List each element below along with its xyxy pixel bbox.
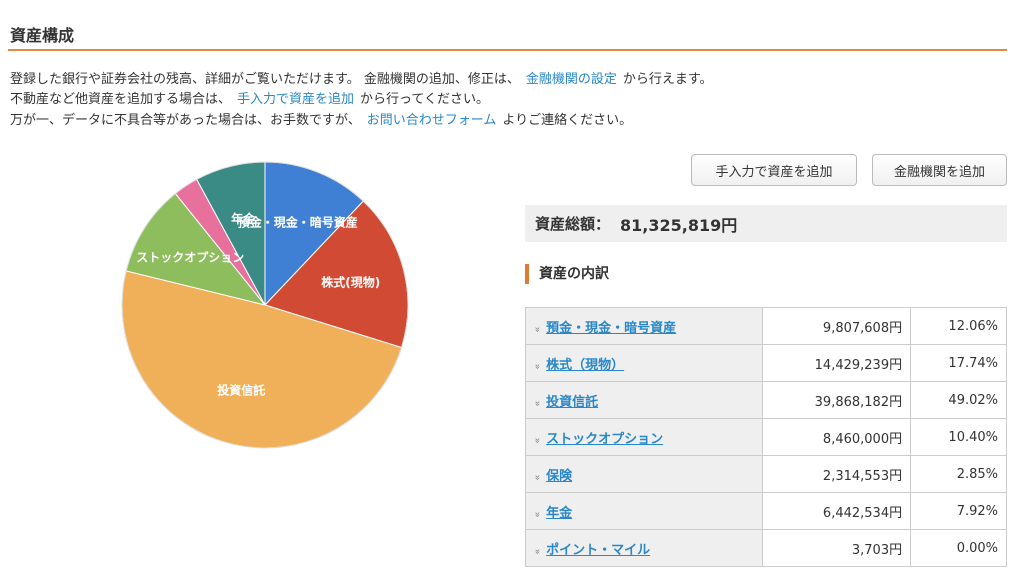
desc-text: よりご連絡ください。 bbox=[502, 113, 633, 128]
chevron-down-icon[interactable]: » bbox=[531, 547, 543, 555]
total-assets-box: 資産総額： 81,325,819円 bbox=[525, 205, 1007, 242]
category-link[interactable]: ストックオプション bbox=[546, 431, 664, 447]
category-link[interactable]: 株式（現物） bbox=[546, 357, 625, 373]
chevron-down-icon[interactable]: » bbox=[531, 325, 543, 333]
amount-cell: 39,868,182円 bbox=[762, 381, 912, 419]
chevron-down-icon[interactable]: » bbox=[531, 510, 543, 518]
desc-text: 登録した銀行や証券会社の残高、詳細がご覧いただけます。 金融機関の追加、修正は、 bbox=[10, 72, 520, 87]
chevron-down-icon[interactable]: » bbox=[531, 362, 543, 370]
pie-slice-label: 年金 bbox=[231, 211, 256, 226]
description-line-1: 登録した銀行や証券会社の残高、詳細がご覧いただけます。 金融機関の追加、修正は、… bbox=[10, 72, 713, 88]
desc-text: 不動産など他資産を追加する場合は、 bbox=[10, 92, 232, 107]
amount-cell: 14,429,239円 bbox=[762, 344, 912, 382]
desc-text: から行えます。 bbox=[622, 72, 713, 87]
table-row: » 株式（現物） 14,429,239円 17.74% bbox=[524, 344, 1007, 382]
pie-slice-label: 預金・現金・暗号資産 bbox=[238, 215, 358, 230]
amount-cell: 3,703円 bbox=[762, 529, 912, 567]
percent-cell: 10.40% bbox=[910, 418, 1007, 456]
category-link[interactable]: 保険 bbox=[546, 468, 573, 484]
description-line-2: 不動産など他資産を追加する場合は、 手入力で資産を追加 から行ってください。 bbox=[10, 92, 489, 108]
chevron-down-icon[interactable]: » bbox=[531, 399, 543, 407]
title-divider bbox=[8, 49, 1007, 51]
pie-slice-label: 株式(現物) bbox=[321, 275, 380, 290]
table-row: » ポイント・マイル 3,703円 0.00% bbox=[524, 529, 1007, 567]
chevron-down-icon[interactable]: » bbox=[531, 473, 543, 481]
percent-cell: 7.92% bbox=[910, 492, 1007, 530]
category-link[interactable]: 投資信託 bbox=[546, 394, 599, 410]
page-title: 資産構成 bbox=[10, 26, 75, 45]
category-link[interactable]: 年金 bbox=[546, 505, 573, 521]
category-link[interactable]: ポイント・マイル bbox=[546, 542, 651, 558]
desc-text: から行ってください。 bbox=[360, 92, 489, 107]
table-row: » 年金 6,442,534円 7.92% bbox=[524, 492, 1007, 530]
table-row: » 投資信託 39,868,182円 49.02% bbox=[524, 381, 1007, 419]
category-cell: » 株式（現物） bbox=[524, 344, 764, 382]
manual-add-asset-button[interactable]: 手入力で資産を追加 bbox=[691, 154, 857, 186]
category-cell: » 年金 bbox=[524, 492, 764, 530]
table-row: » 預金・現金・暗号資産 9,807,608円 12.06% bbox=[524, 307, 1007, 345]
category-cell: » 預金・現金・暗号資産 bbox=[524, 307, 764, 345]
pie-slice-label: 投資信託 bbox=[217, 382, 265, 397]
contact-form-link[interactable]: お問い合わせフォーム bbox=[366, 113, 497, 128]
total-assets-value: 81,325,819円 bbox=[620, 215, 738, 235]
category-cell: » ストックオプション bbox=[524, 418, 764, 456]
category-cell: » 保険 bbox=[524, 455, 764, 493]
amount-cell: 2,314,553円 bbox=[762, 455, 912, 493]
amount-cell: 9,807,608円 bbox=[762, 307, 912, 345]
category-cell: » ポイント・マイル bbox=[524, 529, 764, 567]
table-row: » 保険 2,314,553円 2.85% bbox=[524, 455, 1007, 493]
total-assets-label: 資産総額： bbox=[535, 215, 611, 233]
breakdown-heading: 資産の内訳 bbox=[525, 264, 609, 284]
pie-outline bbox=[121, 161, 409, 449]
amount-cell: 6,442,534円 bbox=[762, 492, 912, 530]
category-cell: » 投資信託 bbox=[524, 381, 764, 419]
add-institution-button[interactable]: 金融機関を追加 bbox=[872, 154, 1007, 186]
percent-cell: 17.74% bbox=[910, 344, 1007, 382]
manual-add-link[interactable]: 手入力で資産を追加 bbox=[237, 92, 355, 107]
pie-slice-label: ストックオプション bbox=[136, 249, 244, 264]
percent-cell: 0.00% bbox=[910, 529, 1007, 567]
category-link[interactable]: 預金・現金・暗号資産 bbox=[546, 320, 677, 336]
percent-cell: 2.85% bbox=[910, 455, 1007, 493]
asset-breakdown-table: » 預金・現金・暗号資産 9,807,608円 12.06%» 株式（現物） 14,429… bbox=[524, 307, 1007, 567]
desc-text: 万が一、データに不具合等があった場合は、お手数ですが、 bbox=[10, 113, 361, 128]
percent-cell: 12.06% bbox=[910, 307, 1007, 345]
amount-cell: 8,460,000円 bbox=[762, 418, 912, 456]
chevron-down-icon[interactable]: » bbox=[531, 436, 543, 444]
percent-cell: 49.02% bbox=[910, 381, 1007, 419]
institution-settings-link[interactable]: 金融機関の設定 bbox=[525, 72, 617, 87]
description-line-3: 万が一、データに不具合等があった場合は、お手数ですが、 お問い合わせフォーム よりご… bbox=[10, 113, 632, 129]
table-row: » ストックオプション 8,460,000円 10.40% bbox=[524, 418, 1007, 456]
